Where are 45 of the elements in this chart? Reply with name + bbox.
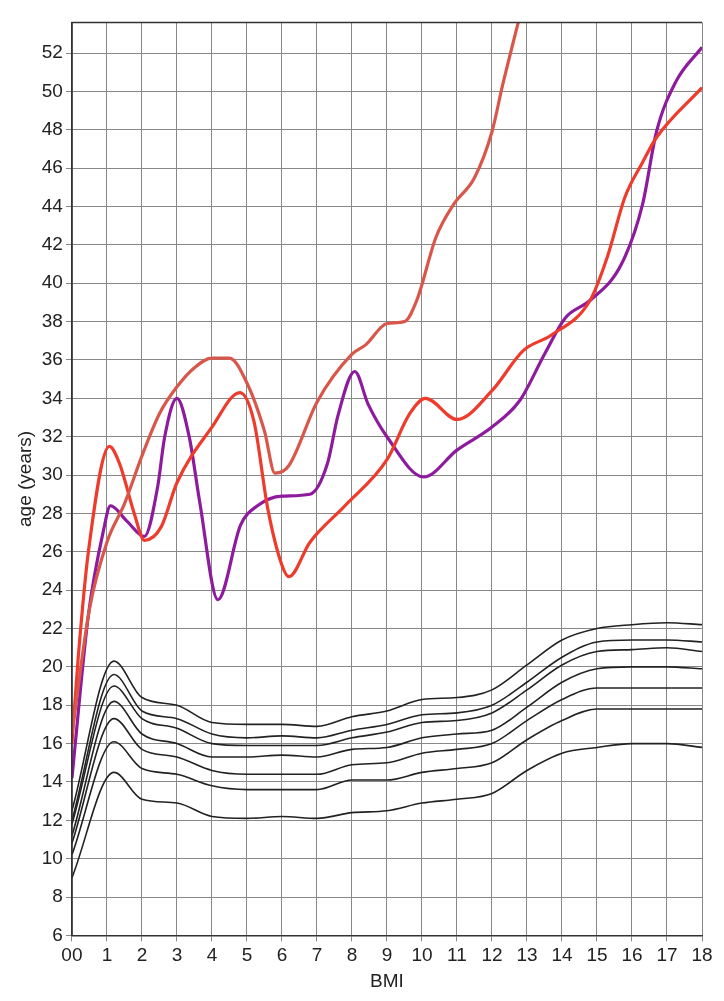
x-tick-label: 12 (481, 944, 503, 966)
y-tick-label: 28 (41, 501, 63, 523)
y-axis-title: age (years) (13, 430, 35, 527)
y-tick-label: 14 (41, 770, 64, 792)
y-tick-label: 16 (41, 731, 63, 753)
x-tick-label: 11 (447, 944, 467, 966)
y-tick-label: 36 (41, 348, 63, 370)
y-tick-label: 50 (41, 79, 63, 101)
y-tick-label: 18 (41, 693, 63, 715)
y-tick-label: 22 (41, 616, 63, 638)
y-tick-label: 12 (41, 808, 63, 830)
y-tick-label: 32 (41, 424, 63, 446)
x-tick-label: 3 (171, 944, 183, 966)
x-tick-label: 2 (136, 944, 148, 966)
y-tick-label: 40 (41, 271, 63, 293)
y-tick-label: 48 (41, 118, 63, 140)
y-tick-label: 20 (41, 655, 63, 677)
y-tick-label: 52 (41, 41, 63, 63)
x-tick-label: 00 (61, 944, 83, 966)
y-tick-label: 46 (41, 156, 63, 178)
y-tick-label: 44 (41, 194, 64, 216)
y-tick-label: 10 (41, 846, 63, 868)
y-tick-label: 8 (52, 885, 63, 907)
y-tick-label: 24 (41, 578, 64, 600)
x-tick-label: 17 (656, 944, 678, 966)
y-tick-label: 34 (41, 386, 64, 408)
x-tick-label: 5 (241, 944, 253, 966)
y-tick-label: 26 (41, 540, 63, 562)
x-axis-title: BMI (370, 969, 404, 991)
x-tick-label: 16 (621, 944, 643, 966)
x-tick-label: 7 (311, 944, 323, 966)
x-tick-label: 14 (551, 944, 573, 966)
x-tick-label: 13 (516, 944, 538, 966)
y-tick-label: 6 (52, 923, 63, 945)
x-tick-label: 9 (381, 944, 393, 966)
x-tick-label: 6 (276, 944, 288, 966)
x-tick-label: 15 (586, 944, 608, 966)
x-tick-label: 18 (691, 944, 713, 966)
x-tick-label: 1 (101, 944, 113, 966)
y-tick-label: 30 (41, 463, 63, 485)
y-tick-label: 42 (41, 233, 63, 255)
x-tick-label: 10 (411, 944, 433, 966)
x-tick-label: 8 (346, 944, 358, 966)
x-tick-label: 4 (206, 944, 218, 966)
y-tick-label: 38 (41, 309, 63, 331)
